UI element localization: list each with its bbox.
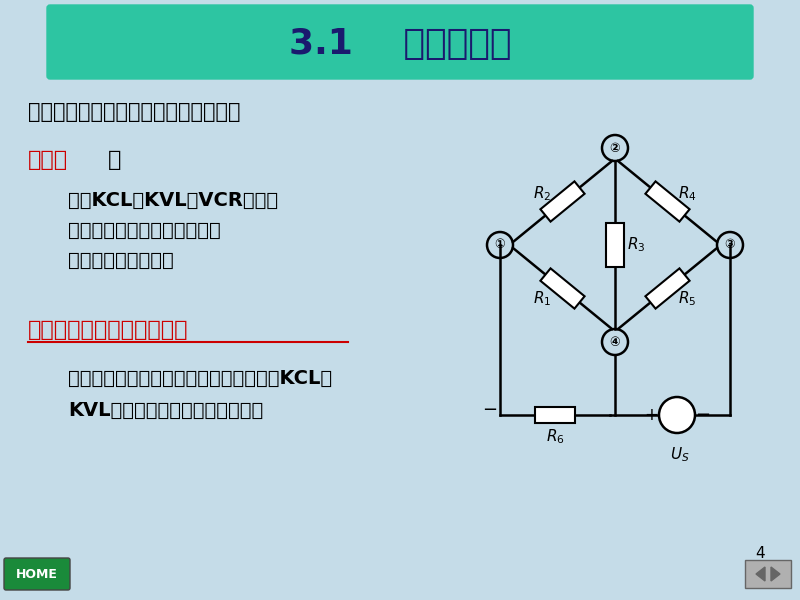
Text: $R_3$: $R_3$	[627, 236, 646, 254]
Polygon shape	[771, 567, 780, 581]
Text: ②: ②	[610, 142, 620, 154]
Polygon shape	[646, 181, 690, 221]
Text: +: +	[644, 406, 658, 424]
Text: $R_6$: $R_6$	[546, 427, 564, 446]
Text: 以支路电流（支路电压）为待求量，依据KCL、: 以支路电流（支路电压）为待求量，依据KCL、	[68, 368, 332, 388]
Text: −: −	[482, 401, 498, 419]
Text: ：: ：	[108, 150, 122, 170]
Text: $R_5$: $R_5$	[678, 289, 697, 308]
FancyBboxPatch shape	[47, 5, 753, 79]
Text: ③: ③	[725, 238, 735, 251]
Text: HOME: HOME	[16, 568, 58, 581]
Polygon shape	[646, 268, 690, 308]
Text: −: −	[695, 406, 710, 424]
Text: 支路电流（支路电压）法：: 支路电流（支路电压）法：	[28, 320, 189, 340]
Circle shape	[659, 397, 695, 433]
Text: $R_2$: $R_2$	[534, 184, 552, 203]
Text: 解分析电路的方法。: 解分析电路的方法。	[68, 251, 174, 269]
Bar	[535, 407, 575, 423]
Text: $U_S$: $U_S$	[670, 445, 690, 464]
Text: 依据KCL、KVL和VCR，列写: 依据KCL、KVL和VCR，列写	[68, 191, 278, 209]
Text: 出分析电路所需的方程组，求: 出分析电路所需的方程组，求	[68, 220, 221, 239]
Text: KVL列方程求解分析电路的方法。: KVL列方程求解分析电路的方法。	[68, 401, 263, 419]
Bar	[606, 223, 624, 267]
Text: ④: ④	[610, 335, 620, 349]
Polygon shape	[756, 567, 765, 581]
Text: $R_1$: $R_1$	[534, 289, 552, 308]
Text: ①: ①	[494, 238, 506, 251]
Text: 4: 4	[755, 545, 765, 560]
Text: $R_4$: $R_4$	[678, 184, 697, 203]
Text: 例图电路，求解各支路电流、支路电压: 例图电路，求解各支路电流、支路电压	[28, 102, 241, 122]
Text: 3.1    支路分析法: 3.1 支路分析法	[289, 27, 511, 61]
Polygon shape	[541, 268, 585, 308]
Polygon shape	[541, 181, 585, 221]
Text: 支路法: 支路法	[28, 150, 68, 170]
FancyBboxPatch shape	[4, 558, 70, 590]
FancyBboxPatch shape	[745, 560, 791, 588]
